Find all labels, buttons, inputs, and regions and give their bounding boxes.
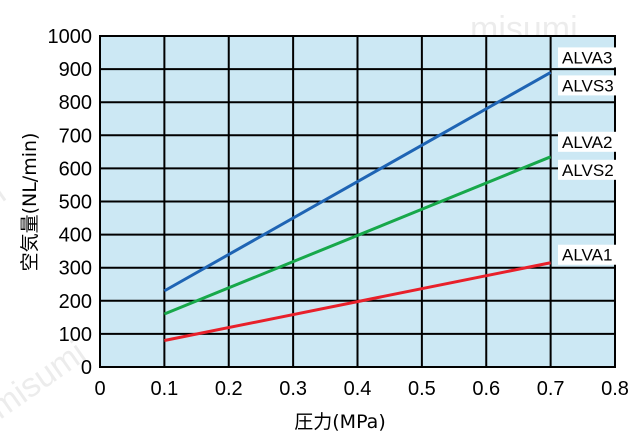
series-label-background bbox=[558, 159, 618, 180]
x-axis-title: 圧力(MPa) bbox=[294, 411, 385, 433]
series-label-background bbox=[558, 47, 618, 68]
series-line bbox=[164, 261, 551, 342]
y-tick-label: 200 bbox=[59, 291, 92, 313]
series-label-background bbox=[558, 244, 618, 265]
y-tick-labels: 0 100 200 300 400 500 600 700 800 900 1000 bbox=[48, 26, 93, 379]
x-tick-label: 0.8 bbox=[601, 378, 629, 400]
x-tick-label: 0.6 bbox=[472, 378, 500, 400]
x-tick-label: 0.1 bbox=[150, 378, 178, 400]
y-tick-label: 700 bbox=[59, 125, 92, 147]
series-label: ALVS2 bbox=[562, 161, 614, 180]
y-tick-label: 900 bbox=[59, 59, 92, 81]
x-tick-label: 0.4 bbox=[344, 378, 372, 400]
y-tick-label: 500 bbox=[59, 192, 92, 214]
x-tick-label: 0.2 bbox=[215, 378, 243, 400]
y-tick-label: 100 bbox=[59, 324, 92, 346]
plot-frame bbox=[99, 35, 616, 368]
series-label: ALVA2 bbox=[562, 133, 612, 152]
watermark-text: misumi bbox=[0, 174, 13, 267]
series-label: ALVA1 bbox=[562, 246, 612, 265]
x-tick-label: 0.3 bbox=[279, 378, 307, 400]
y-axis-title: 空気量(NL/min) bbox=[19, 133, 41, 272]
y-tick-label: 600 bbox=[59, 158, 92, 180]
y-tick-label: 400 bbox=[59, 225, 92, 247]
watermark-text: misumi bbox=[0, 334, 93, 427]
series-line bbox=[163, 71, 552, 293]
y-tick-label: 0 bbox=[81, 357, 92, 379]
series-label-background bbox=[558, 131, 618, 152]
series-layer bbox=[163, 71, 552, 342]
series-labels: ALVA3 ALVS3 ALVA2 ALVS2 ALVA1 bbox=[558, 47, 618, 265]
series-label: ALVA3 bbox=[562, 48, 612, 67]
series-label-background bbox=[558, 75, 618, 96]
x-tick-label: 0.7 bbox=[537, 378, 565, 400]
y-tick-label: 300 bbox=[59, 258, 92, 280]
x-tick-label: 0 bbox=[94, 378, 105, 400]
series-line bbox=[163, 155, 552, 316]
y-tick-label: 1000 bbox=[48, 26, 93, 48]
x-tick-label: 0.5 bbox=[408, 378, 436, 400]
series-label: ALVS3 bbox=[562, 76, 614, 95]
y-tick-label: 800 bbox=[59, 92, 92, 114]
x-tick-labels: 0 0.1 0.2 0.3 0.4 0.5 0.6 0.7 0.8 bbox=[94, 378, 628, 400]
